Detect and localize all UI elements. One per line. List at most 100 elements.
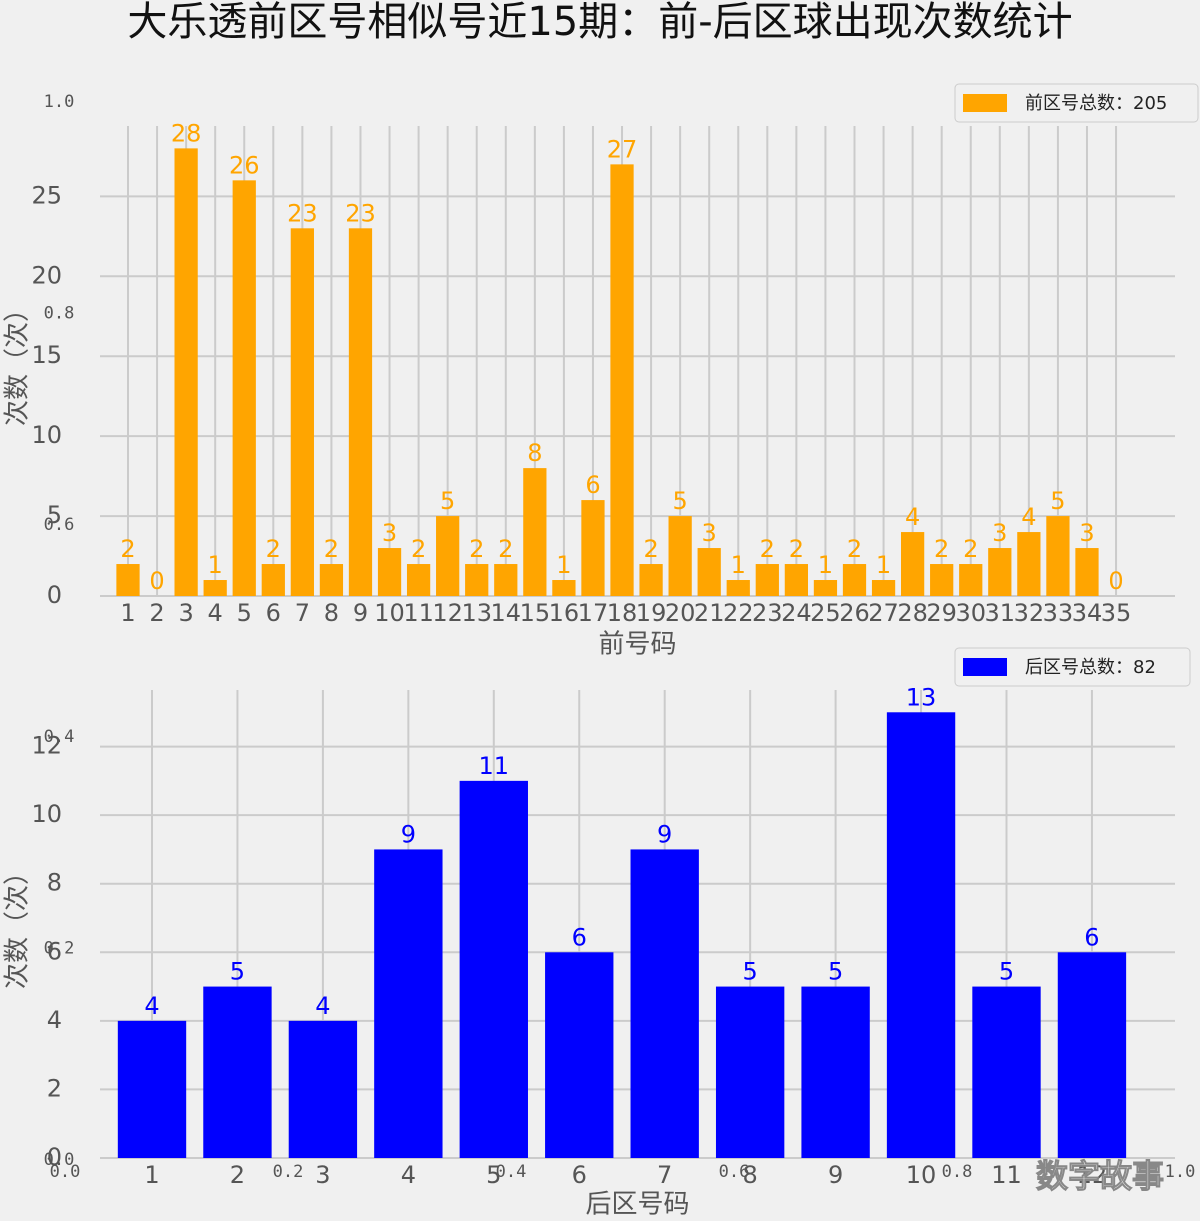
bar — [639, 564, 663, 596]
legend-label: 后区号总数：82 — [1025, 657, 1156, 678]
value-label: 4 — [315, 992, 330, 1020]
x-tick-label: 24 — [781, 599, 812, 627]
bar — [1075, 548, 1099, 596]
y-tick-label: 15 — [31, 341, 62, 369]
bar — [377, 548, 402, 596]
ghost-x-tick-label: 0.2 — [273, 1162, 304, 1182]
value-label: 0 — [1108, 567, 1123, 595]
value-label: 1 — [208, 551, 223, 579]
value-label: 2 — [120, 535, 135, 563]
y-tick-label: 2 — [47, 1074, 62, 1102]
value-label: 6 — [585, 471, 600, 499]
x-tick-label: 26 — [839, 599, 870, 627]
bar — [697, 548, 721, 596]
x-tick-label: 10 — [906, 1161, 937, 1189]
value-label: 2 — [934, 535, 949, 563]
value-label: 5 — [1050, 487, 1065, 515]
ghost-y-tick-label: 0.4 — [44, 727, 75, 747]
x-tick-label: 20 — [665, 599, 696, 627]
ghost-y-tick-label: 0.8 — [44, 304, 75, 324]
bar — [842, 564, 867, 596]
value-label: 4 — [1021, 503, 1036, 531]
bar — [784, 564, 809, 596]
x-tick-label: 25 — [810, 599, 841, 627]
ghost-x-tick-label: 0.6 — [719, 1162, 750, 1182]
bar — [813, 580, 838, 596]
bar — [715, 986, 785, 1158]
value-label: 5 — [828, 958, 843, 986]
value-label: 28 — [171, 119, 202, 147]
x-tick-label: 30 — [955, 599, 986, 627]
y-tick-label: 0 — [47, 581, 62, 609]
x-tick-label: 18 — [607, 599, 638, 627]
figure-title: 大乐透前区号相似号近15期：前-后区球出现次数统计 — [127, 0, 1072, 45]
x-axis-label: 前号码 — [598, 630, 676, 660]
value-label: 5 — [743, 958, 758, 986]
value-label: 5 — [999, 958, 1014, 986]
bar — [668, 516, 692, 596]
x-tick-label: 33 — [1043, 599, 1074, 627]
x-tick-label: 29 — [926, 599, 957, 627]
bar — [930, 564, 954, 596]
x-tick-label: 11 — [403, 599, 434, 627]
value-label: 1 — [731, 551, 746, 579]
x-tick-label: 9 — [828, 1161, 843, 1189]
value-label: 2 — [789, 535, 804, 563]
value-label: 5 — [672, 487, 687, 515]
y-tick-label: 8 — [47, 869, 62, 897]
x-tick-label: 27 — [868, 599, 899, 627]
bar — [459, 780, 528, 1158]
watermark: 数字故事 — [1036, 1157, 1164, 1195]
value-label: 2 — [469, 535, 484, 563]
ghost-y-tick-label: 0.2 — [44, 938, 75, 958]
y-axis-label: 次数（次） — [3, 296, 33, 426]
value-label: 6 — [572, 923, 587, 951]
value-label: 27 — [607, 135, 638, 163]
x-tick-label: 11 — [991, 1161, 1022, 1189]
value-label: 4 — [905, 503, 920, 531]
x-tick-label: 16 — [549, 599, 580, 627]
ghost-y-tick-label: 0.6 — [44, 515, 75, 535]
x-tick-label: 6 — [266, 599, 281, 627]
bar — [319, 564, 344, 596]
value-label: 2 — [411, 535, 426, 563]
y-tick-label: 0 — [47, 1143, 62, 1171]
x-tick-label: 7 — [657, 1161, 672, 1189]
y-tick-label: 20 — [31, 261, 62, 289]
x-tick-label: 2 — [149, 599, 164, 627]
y-tick-label: 12 — [31, 732, 62, 760]
ghost-x-tick-label: 0.0 — [50, 1162, 81, 1182]
value-label: 3 — [992, 519, 1007, 547]
bar — [523, 468, 547, 596]
bar — [290, 228, 314, 596]
y-axis-label: 次数（次） — [3, 859, 33, 989]
value-label: 2 — [498, 535, 513, 563]
value-label: 5 — [440, 487, 455, 515]
bar — [374, 849, 443, 1158]
x-tick-label: 28 — [897, 599, 928, 627]
value-label: 6 — [1084, 923, 1099, 951]
y-tick-label: 4 — [47, 1006, 62, 1034]
y-tick-label: 10 — [31, 421, 62, 449]
x-tick-label: 17 — [578, 599, 609, 627]
bar — [465, 564, 489, 596]
bar — [261, 564, 285, 596]
legend-box — [954, 83, 1199, 123]
x-axis-label: 后区号码 — [585, 1190, 689, 1220]
value-label: 9 — [401, 820, 416, 848]
bar — [801, 986, 870, 1158]
bar — [755, 564, 779, 596]
bar — [203, 986, 272, 1158]
x-tick-label: 1 — [144, 1161, 159, 1189]
ghost-y-tick-label: 0.0 — [44, 1150, 75, 1170]
x-tick-label: 15 — [520, 599, 551, 627]
x-tick-label: 22 — [723, 599, 754, 627]
value-label: 2 — [643, 535, 658, 563]
legend-label: 前区号总数：205 — [1025, 93, 1167, 114]
value-label: 13 — [906, 683, 937, 711]
ghost-x-tick-label: 0.4 — [496, 1162, 527, 1182]
x-tick-label: 9 — [353, 599, 368, 627]
x-tick-label: 4 — [208, 599, 223, 627]
x-tick-label: 8 — [324, 599, 339, 627]
